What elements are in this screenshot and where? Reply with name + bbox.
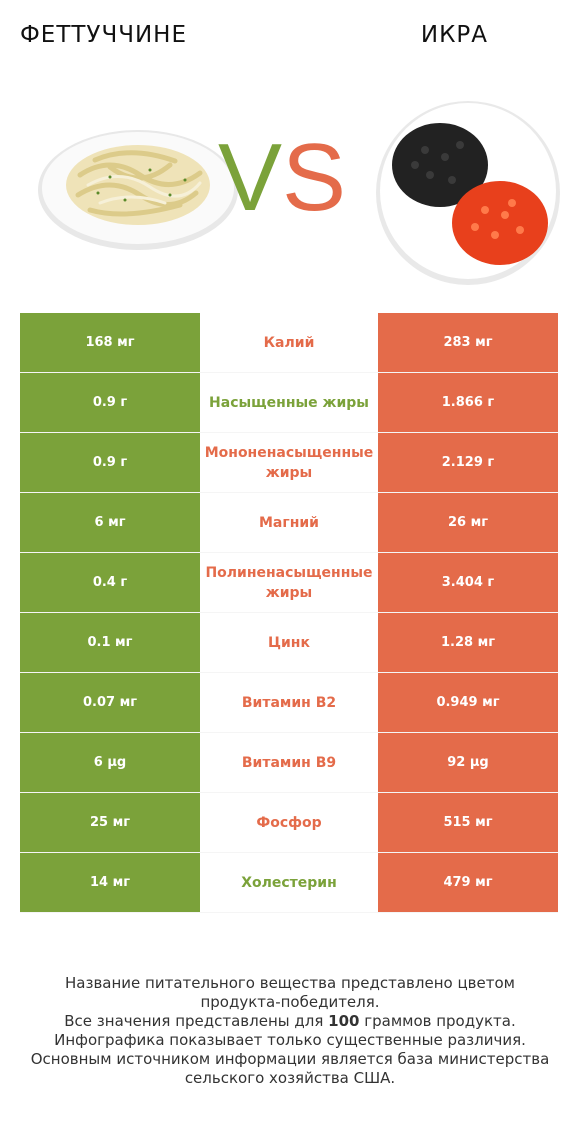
table-row: 0.9 г Насыщенные жиры 1.866 г bbox=[20, 372, 558, 433]
table-row: 25 мг Фосфор 515 мг bbox=[20, 792, 558, 853]
vs-label: VS bbox=[218, 130, 346, 226]
left-value: 25 мг bbox=[20, 792, 200, 853]
right-food-title: ИКРА bbox=[420, 22, 488, 48]
left-value: 6 мг bbox=[20, 492, 200, 553]
nutrient-name: Витамин B2 bbox=[200, 672, 378, 733]
table-row: 168 мг Калий 283 мг bbox=[20, 313, 558, 373]
vs-s: S bbox=[282, 124, 347, 231]
nutrient-name: Полиненасыщенные жиры bbox=[200, 552, 378, 613]
nutrient-name: Цинк bbox=[200, 612, 378, 673]
footer-line: сельского хозяйства США. bbox=[184, 1069, 396, 1087]
right-value: 479 мг bbox=[378, 852, 558, 913]
nutrient-name: Витамин B9 bbox=[200, 732, 378, 793]
left-value: 6 µg bbox=[20, 732, 200, 793]
footer-line: Основным источником информации является … bbox=[30, 1050, 550, 1068]
nutrient-name: Насыщенные жиры bbox=[200, 372, 378, 433]
nutrient-name: Калий bbox=[200, 313, 378, 373]
left-value: 0.1 мг bbox=[20, 612, 200, 673]
footer-note: Название питательного вещества представл… bbox=[0, 974, 580, 1088]
left-value: 0.07 мг bbox=[20, 672, 200, 733]
table-row: 6 µg Витамин B9 92 µg bbox=[20, 732, 558, 793]
left-food-title: ФЕТТУЧЧИНЕ bbox=[20, 22, 188, 48]
table-row: 0.1 мг Цинк 1.28 мг bbox=[20, 612, 558, 673]
footer-line: продукта-победителя. bbox=[200, 993, 380, 1011]
right-value: 92 µg bbox=[378, 732, 558, 793]
right-value: 2.129 г bbox=[378, 432, 558, 493]
right-value: 1.866 г bbox=[378, 372, 558, 433]
table-row: 0.4 г Полиненасыщенные жиры 3.404 г bbox=[20, 552, 558, 613]
right-value: 3.404 г bbox=[378, 552, 558, 613]
left-value: 14 мг bbox=[20, 852, 200, 913]
nutrient-name: Холестерин bbox=[200, 852, 378, 913]
food-images bbox=[38, 101, 560, 285]
left-value: 0.9 г bbox=[20, 432, 200, 493]
caviar-image bbox=[376, 101, 560, 285]
fettuccine-image bbox=[38, 130, 238, 250]
footer-line: Все значения представлены для 100 граммо… bbox=[64, 1012, 516, 1030]
nutrient-name: Магний bbox=[200, 492, 378, 553]
comparison-table: 168 мг Калий 283 мг 0.9 г Насыщенные жиры 1.8… bbox=[20, 313, 558, 913]
right-value: 26 мг bbox=[378, 492, 558, 553]
left-value: 168 мг bbox=[20, 313, 200, 373]
left-value: 0.9 г bbox=[20, 372, 200, 433]
nutrient-name: Фосфор bbox=[200, 792, 378, 853]
footer-line: Инфографика показывает только существенн… bbox=[54, 1031, 526, 1049]
right-value: 0.949 мг bbox=[378, 672, 558, 733]
right-value: 515 мг bbox=[378, 792, 558, 853]
table-row: 0.9 г Мононенасыщенные жиры 2.129 г bbox=[20, 432, 558, 493]
right-value: 1.28 мг bbox=[378, 612, 558, 673]
table-row: 14 мг Холестерин 479 мг bbox=[20, 852, 558, 913]
vs-v: V bbox=[218, 124, 283, 231]
right-value: 283 мг bbox=[378, 313, 558, 373]
table-row: 6 мг Магний 26 мг bbox=[20, 492, 558, 553]
table-row: 0.07 мг Витамин B2 0.949 мг bbox=[20, 672, 558, 733]
left-value: 0.4 г bbox=[20, 552, 200, 613]
footer-line: Название питательного вещества представл… bbox=[65, 974, 515, 992]
nutrient-name: Мононенасыщенные жиры bbox=[200, 432, 378, 493]
